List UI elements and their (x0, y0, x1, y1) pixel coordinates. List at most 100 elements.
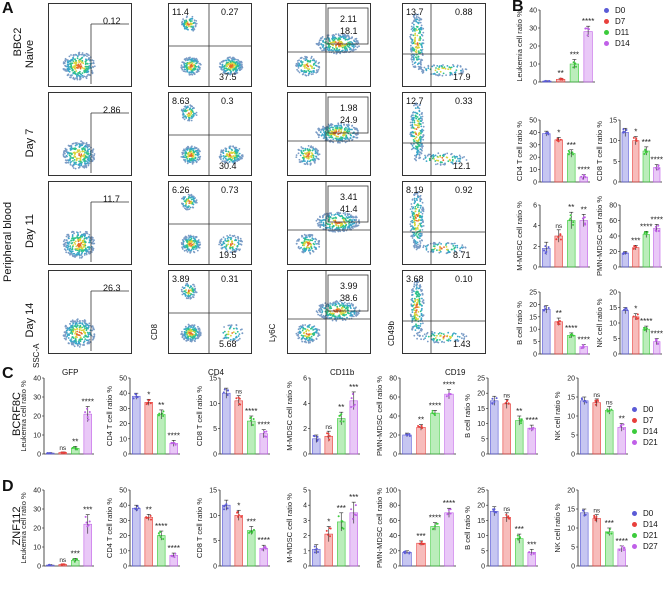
bar (234, 400, 243, 455)
significance-label: ns (503, 506, 511, 513)
y-tick-label: 20 (477, 391, 485, 398)
y-tick-label: 0 (213, 452, 217, 459)
y-tick-label: 30 (529, 142, 537, 149)
y-tick-label: 0 (481, 564, 485, 571)
significance-label: **** (82, 398, 94, 407)
y-tick-label: 10 (529, 62, 537, 69)
data-point (351, 517, 354, 520)
gate-percentage: 13.7 (406, 7, 424, 17)
legend-label: D11 (615, 28, 630, 37)
y-tick-label: 0 (613, 265, 617, 272)
data-point (157, 414, 160, 417)
bar (542, 133, 551, 183)
y-tick-label: 5 (481, 548, 485, 555)
y-tick-label: 5 (481, 436, 485, 443)
data-point (328, 435, 331, 438)
data-point (431, 409, 434, 412)
data-point (582, 344, 585, 347)
bar (642, 234, 650, 268)
y-tick-label: 100 (385, 488, 397, 495)
significance-label: ** (556, 309, 562, 318)
y-tick-label: 40 (389, 414, 397, 421)
data-point (581, 217, 584, 220)
data-point (340, 413, 343, 416)
legend-label: D14 (615, 39, 630, 48)
row-label-day7: Day 7 (24, 128, 36, 158)
gate-percentage: 8.19 (406, 185, 424, 195)
data-point (644, 148, 647, 151)
y-tick-label: 15 (209, 488, 217, 495)
data-point (251, 423, 254, 426)
data-point (608, 528, 611, 531)
legend-swatch (632, 522, 637, 528)
significance-label: *** (527, 540, 536, 549)
legend-d: D0 D14 D21 D27 (632, 508, 658, 552)
data-point (84, 515, 87, 518)
data-point (327, 432, 330, 435)
data-point (626, 309, 629, 312)
data-point (622, 546, 625, 549)
data-point (449, 393, 452, 396)
data-point (431, 528, 434, 531)
data-point (561, 78, 564, 81)
data-point (643, 153, 646, 156)
data-point (559, 138, 562, 141)
significance-label: ns (325, 424, 333, 431)
data-point (584, 513, 587, 516)
data-point (225, 503, 228, 506)
y-tick-label: 20 (477, 503, 485, 510)
axis-label-ssc: SSC-A (32, 343, 41, 368)
significance-label: *** (71, 549, 80, 558)
y-tick-label: 0 (123, 564, 127, 571)
data-point (135, 396, 138, 399)
data-point (316, 439, 319, 442)
legend-entry: D14 (632, 519, 658, 530)
data-point (583, 175, 586, 178)
bar (621, 310, 629, 355)
legend-swatch (604, 41, 609, 47)
significance-label: **** (526, 416, 538, 425)
y-tick-label: 20 (529, 155, 537, 162)
significance-label: *** (247, 517, 256, 526)
data-point (223, 504, 226, 507)
significance-label: ** (146, 505, 152, 514)
data-point (433, 412, 436, 415)
y-axis-label: Leukemia cell ratio % (19, 492, 28, 564)
significance-label: **** (640, 317, 652, 326)
data-point (342, 527, 345, 530)
data-point (171, 442, 174, 445)
legend-swatch (632, 418, 637, 424)
y-axis-label: M-MDSC cell ratio % (285, 381, 294, 451)
bar (579, 220, 588, 268)
data-point (313, 545, 316, 548)
data-point (571, 334, 574, 337)
panel-letter-d: D (2, 478, 14, 495)
data-point (149, 402, 152, 405)
data-point (354, 504, 357, 507)
significance-label: ns (59, 445, 67, 452)
gate-percentage: 0.27 (221, 7, 239, 17)
data-point (594, 519, 597, 522)
data-point (146, 516, 149, 519)
bar (430, 526, 440, 567)
data-point (643, 232, 646, 235)
flow-density (62, 290, 129, 351)
flow-density (169, 4, 251, 86)
data-point (593, 516, 596, 519)
y-axis-label: PMN-MDSC cell ratio % (375, 376, 384, 456)
data-point (657, 224, 660, 227)
legend-entry: D14 (632, 426, 658, 437)
data-point (492, 508, 495, 511)
y-axis-label: CD4 T cell ratio % (105, 498, 114, 558)
flow-density (403, 93, 485, 175)
bar (642, 150, 650, 183)
data-point (506, 516, 509, 519)
y-tick-label: 15 (567, 395, 575, 402)
data-point (555, 238, 558, 241)
y-axis-label: CD8 T cell ratio % (595, 121, 604, 181)
